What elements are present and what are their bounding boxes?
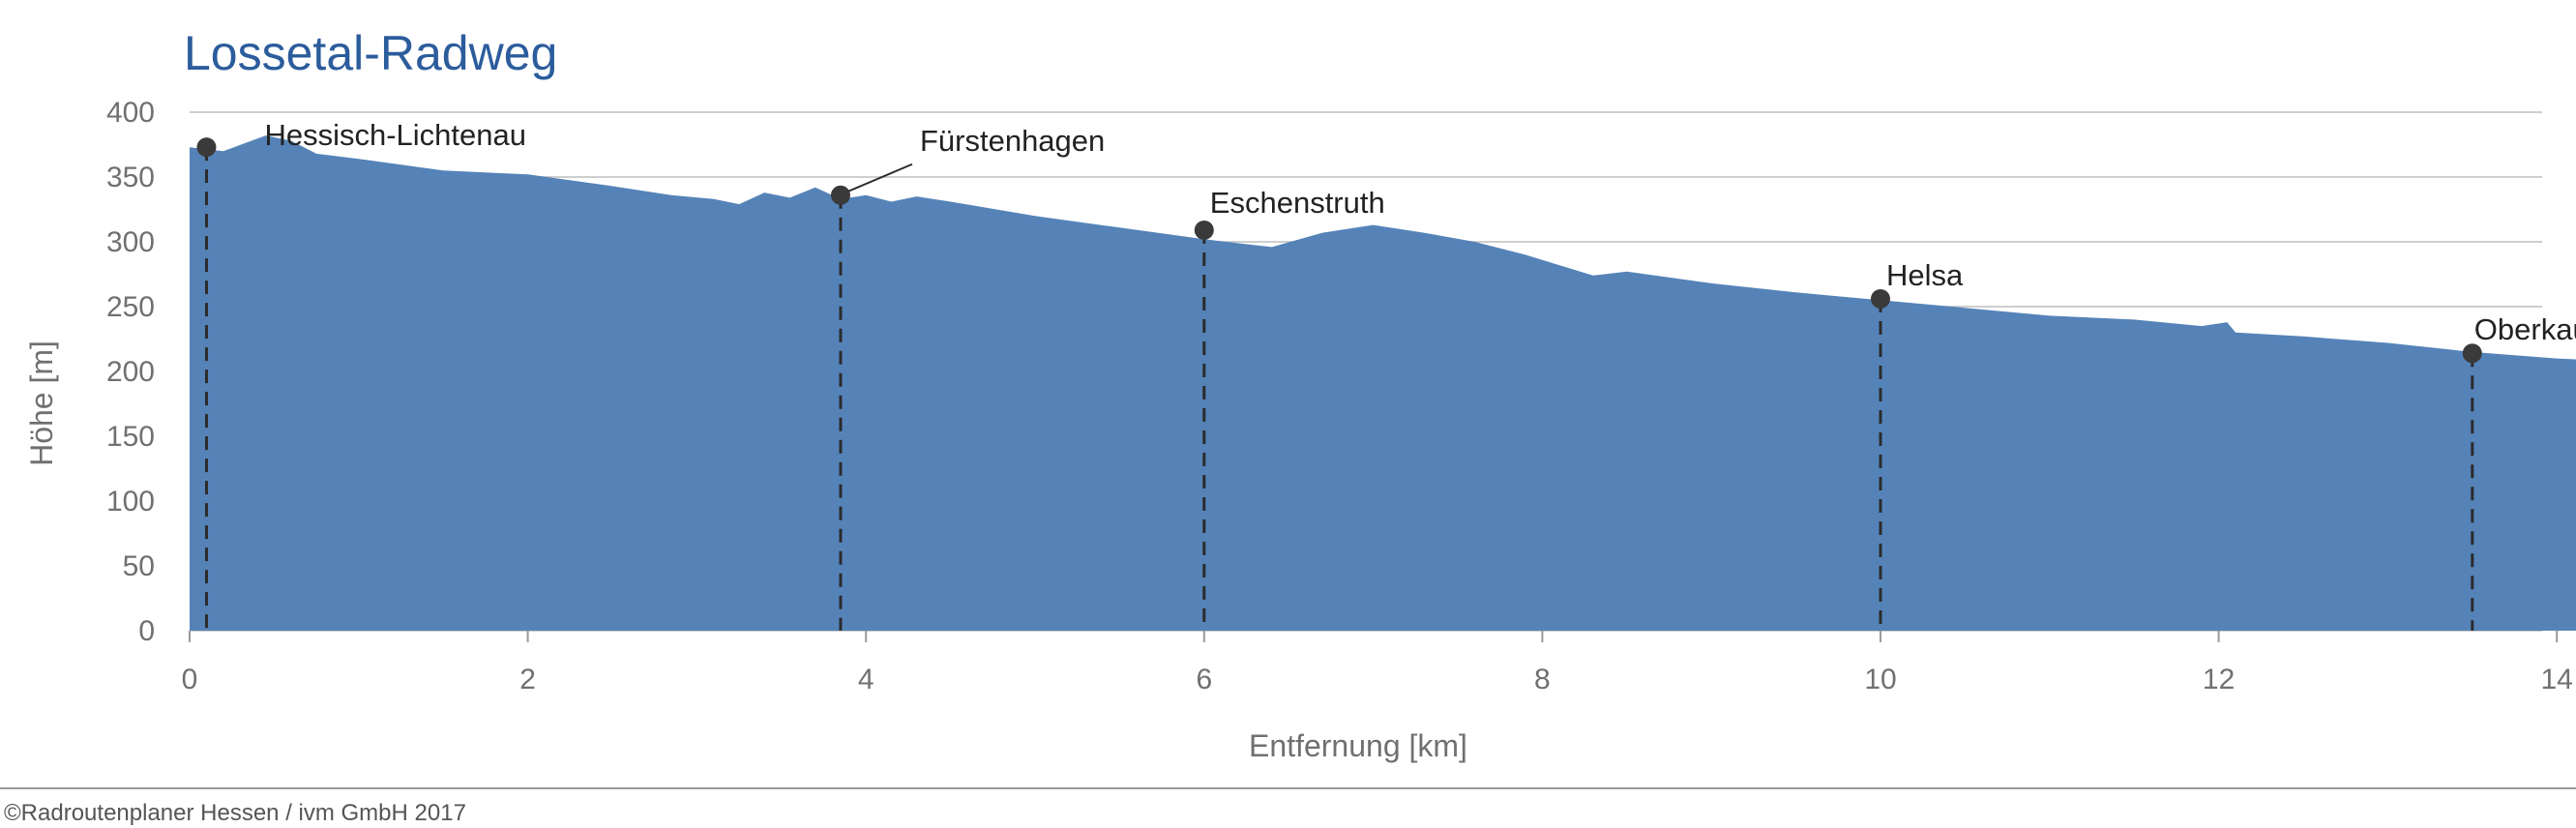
place-label: Oberkaufungen [2474, 312, 2576, 346]
place-drop-lines [204, 147, 2474, 631]
label-leader-line [847, 163, 913, 192]
place-marker [1871, 288, 1890, 309]
place-marker [830, 185, 850, 205]
y-axis-ticks: 0 50 100 150 200 250 300 350 400 [106, 97, 155, 647]
x-tick-label: 12 [2203, 664, 2235, 695]
x-tick-label: 10 [1864, 664, 1896, 695]
place-marker [2462, 343, 2482, 364]
profile-area-group [190, 135, 2576, 631]
place-label: Helsa [1886, 258, 1964, 292]
y-tick-label: 350 [106, 162, 155, 193]
x-tick-label: 4 [858, 664, 874, 695]
place-marker [1194, 220, 1214, 240]
chart-title: Lossetal-Radweg [184, 26, 557, 80]
y-tick-label: 400 [106, 97, 155, 129]
place-label: Eschenstruth [1210, 186, 1385, 220]
copyright-credit: ©Radroutenplaner Hessen / ivm GmbH 2017 [4, 800, 466, 826]
x-tick-label: 6 [1196, 664, 1212, 695]
x-axis-title: Entfernung [km] [1249, 728, 1467, 763]
x-tick-label: 8 [1534, 664, 1551, 695]
x-tick-label: 14 [2541, 664, 2573, 695]
y-tick-label: 0 [138, 615, 155, 647]
y-tick-label: 300 [106, 226, 155, 258]
y-axis-title: Höhe [m] [24, 340, 59, 466]
y-tick-label: 100 [106, 486, 155, 518]
place-label: Hessisch-Lichtenau [264, 118, 526, 152]
elevation-area [190, 135, 2576, 631]
x-axis-ticks: 02468101214161820222426 [182, 631, 2573, 695]
place-markers [196, 137, 2482, 364]
place-marker [196, 137, 217, 158]
place-label: Fürstenhagen [920, 124, 1105, 158]
y-tick-label: 250 [106, 291, 155, 323]
x-tick-label: 0 [182, 664, 198, 695]
y-tick-label: 200 [106, 356, 155, 388]
place-labels: Hessisch-Lichtenau Fürstenhagen Eschenstru… [264, 118, 2576, 346]
x-tick-label: 2 [519, 664, 536, 695]
y-tick-label: 150 [106, 421, 155, 453]
y-tick-label: 50 [123, 550, 155, 582]
